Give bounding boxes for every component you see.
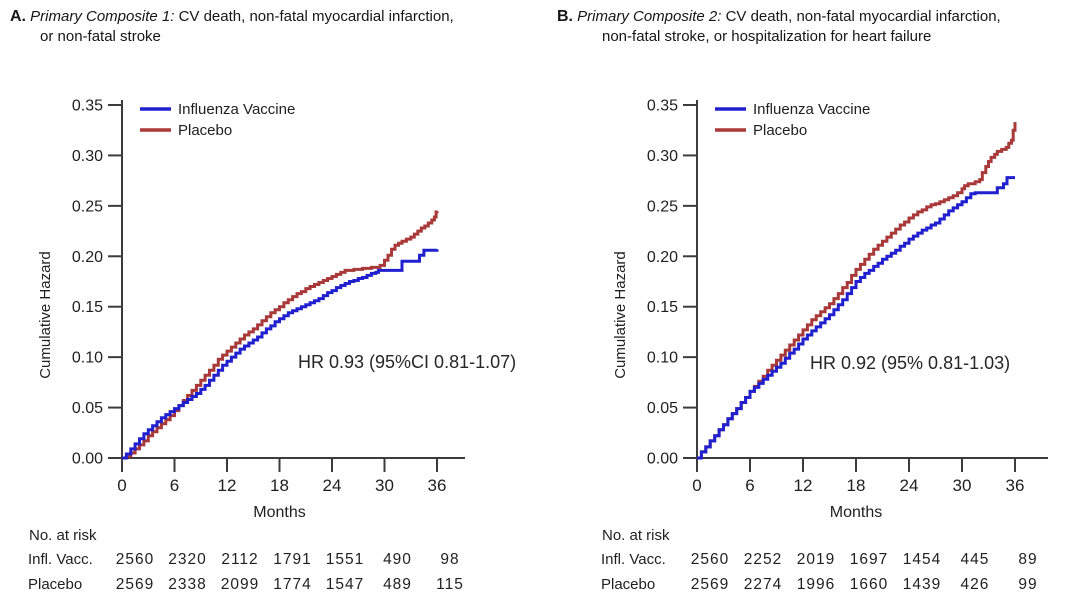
panel-a-title: A. Primary Composite 1: CV death, non-fa…	[10, 7, 540, 47]
x-axis-title-b: Months	[830, 504, 882, 521]
legend-placebo-label-a: Placebo	[178, 122, 232, 139]
hr-annotation-b: HR 0.92 (95% 0.81-1.03)	[810, 353, 1011, 373]
x-tick-label-a: 18	[270, 476, 289, 495]
y-tick-label-a: 0.15	[72, 299, 103, 316]
y-tick-label-b: 0.35	[647, 98, 678, 115]
risk-value-infl-vacc--a: 2560	[115, 551, 155, 568]
x-tick-label-a: 36	[428, 476, 447, 495]
panel-b-title-line2: non-fatal stroke, or hospitalization for…	[602, 28, 932, 45]
risk-value-placebo-b: 1660	[849, 576, 889, 593]
risk-value-placebo-a: 115	[436, 576, 464, 593]
risk-value-placebo-b: 426	[960, 576, 990, 593]
risk-value-infl-vacc--a: 1791	[273, 551, 312, 568]
risk-value-placebo-a: 2338	[168, 576, 207, 593]
risk-value-placebo-a: 2099	[220, 576, 260, 593]
hr-annotation-a: HR 0.93 (95%CI 0.81-1.07)	[298, 352, 517, 372]
panel-b-title-rest: CV death, non-fatal myocardial infarctio…	[725, 8, 1001, 25]
x-tick-label-a: 30	[375, 476, 394, 495]
legend-influenza-vaccine-label-b: Influenza Vaccine	[753, 101, 870, 118]
y-tick-label-a: 0.20	[72, 249, 103, 266]
risk-value-infl-vacc--b: 1454	[902, 551, 942, 568]
risk-row-label-vaccine-a: Infl. Vacc.	[28, 551, 93, 568]
risk-value-infl-vacc--a: 490	[383, 551, 412, 568]
risk-value-placebo-b: 2569	[690, 576, 730, 593]
y-tick-label-b: 0.05	[647, 400, 678, 417]
y-tick-label-b: 0.15	[647, 299, 678, 316]
risk-value-placebo-a: 489	[383, 576, 412, 593]
curve-placebo-b	[697, 122, 1017, 460]
legend-influenza-vaccine-label-a: Influenza Vaccine	[178, 101, 295, 118]
risk-header-b: No. at risk	[602, 527, 670, 544]
x-axis-title-a: Months	[253, 504, 305, 521]
y-tick-label-b: 0.20	[647, 249, 678, 266]
panel-a-title-italic: Primary Composite 1:	[30, 8, 175, 25]
curve-influenza-vaccine-a	[122, 248, 439, 460]
panel-a-title-rest: CV death, non-fatal myocardial infarctio…	[178, 8, 454, 25]
risk-value-infl-vacc--a: 98	[440, 551, 460, 568]
y-tick-label-b: 0.00	[647, 451, 678, 468]
risk-value-infl-vacc--a: 2320	[168, 551, 207, 568]
risk-value-placebo-b: 1439	[902, 576, 942, 593]
x-tick-label-b: 36	[1006, 476, 1025, 495]
panel-a-title-line2: or non-fatal stroke	[40, 28, 161, 45]
risk-header-a: No. at risk	[29, 527, 97, 544]
y-tick-label-a: 0.00	[72, 451, 103, 468]
y-tick-label-a: 0.30	[72, 148, 103, 165]
x-tick-label-a: 0	[117, 476, 126, 495]
risk-value-placebo-a: 1774	[273, 576, 312, 593]
panel-a-title-line1: A. Primary Composite 1: CV death, non-fa…	[10, 7, 540, 27]
x-tick-label-b: 30	[953, 476, 972, 495]
x-tick-label-b: 24	[900, 476, 919, 495]
y-tick-label-a: 0.10	[72, 350, 103, 367]
risk-value-placebo-b: 1996	[796, 576, 836, 593]
risk-value-placebo-a: 2569	[115, 576, 155, 593]
y-tick-label-a: 0.35	[72, 98, 103, 115]
risk-value-infl-vacc--b: 2560	[690, 551, 730, 568]
x-tick-label-b: 0	[692, 476, 701, 495]
x-tick-label-a: 24	[323, 476, 342, 495]
y-tick-label-b: 0.10	[647, 350, 678, 367]
y-tick-label-b: 0.30	[647, 148, 678, 165]
panel-b-title-line1: B. Primary Composite 2: CV death, non-fa…	[557, 7, 1080, 27]
y-tick-label-a: 0.05	[72, 400, 103, 417]
risk-value-infl-vacc--b: 2019	[796, 551, 836, 568]
x-tick-label-b: 18	[847, 476, 866, 495]
curve-influenza-vaccine-b	[697, 176, 1015, 460]
legend-placebo-label-b: Placebo	[753, 122, 807, 139]
x-tick-label-a: 12	[218, 476, 237, 495]
risk-value-infl-vacc--b: 89	[1018, 551, 1038, 568]
panel-b-label: B.	[557, 8, 573, 25]
risk-value-infl-vacc--a: 2112	[221, 551, 259, 568]
risk-row-label-placebo-b: Placebo	[601, 576, 656, 593]
risk-value-placebo-a: 1547	[325, 576, 365, 593]
risk-row-label-placebo-a: Placebo	[28, 576, 83, 593]
risk-value-infl-vacc--b: 1697	[849, 551, 889, 568]
risk-value-infl-vacc--a: 1551	[325, 551, 365, 568]
risk-row-label-vaccine-b: Infl. Vacc.	[601, 551, 666, 568]
panel-b-title-italic: Primary Composite 2:	[577, 8, 722, 25]
curve-placebo-a	[122, 210, 439, 460]
y-tick-label-b: 0.25	[647, 198, 678, 215]
risk-value-placebo-b: 2274	[743, 576, 783, 593]
x-tick-label-b: 12	[794, 476, 813, 495]
risk-value-infl-vacc--b: 445	[960, 551, 990, 568]
risk-value-placebo-b: 99	[1018, 576, 1038, 593]
y-axis-title-b: Cumulative Hazard	[612, 251, 629, 379]
panel-a-label: A.	[10, 8, 26, 25]
panel-b-title: B. Primary Composite 2: CV death, non-fa…	[557, 7, 1080, 47]
x-tick-label-b: 6	[745, 476, 754, 495]
y-axis-title-a: Cumulative Hazard	[37, 251, 54, 379]
x-tick-label-a: 6	[170, 476, 179, 495]
risk-value-infl-vacc--b: 2252	[743, 551, 783, 568]
y-tick-label-a: 0.25	[72, 198, 103, 215]
